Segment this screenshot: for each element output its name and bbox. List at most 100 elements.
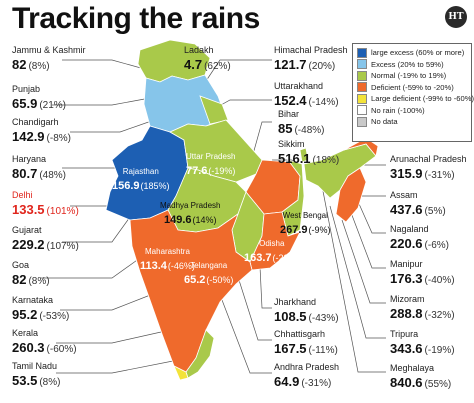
state-name: Tamil Nadu	[12, 361, 58, 371]
state-name: Ladakh	[184, 45, 214, 55]
departure-pct: (-50%)	[206, 275, 234, 285]
leader-line	[329, 205, 386, 339]
leader-line	[62, 59, 149, 71]
departure-pct: (-9%)	[308, 225, 331, 235]
state-name: Madhya Pradesh	[160, 201, 221, 210]
rainfall-value: 149.6	[163, 214, 192, 226]
rainfall-value: 156.9	[112, 180, 140, 192]
legend-label: No rain (-100%)	[371, 105, 425, 115]
state-kerala	[173, 365, 189, 381]
departure-pct: (-60%)	[46, 344, 77, 355]
rainfall-value: 65.9	[12, 96, 38, 111]
rainfall-value: 288.8	[390, 306, 423, 321]
departure-pct: (-14%)	[308, 97, 339, 108]
legend-swatch	[357, 59, 367, 70]
label-assam: Assam 437.6 (5%)	[390, 191, 446, 218]
departure-pct: (-40%)	[424, 275, 455, 286]
state-name: Chhattisgarh	[274, 329, 326, 339]
ht-logo: HT	[445, 6, 467, 28]
leader-line	[341, 219, 386, 304]
state-name: Odisha	[259, 239, 285, 248]
departure-pct: (-53%)	[39, 311, 70, 322]
rainfall-value: 163.7	[244, 252, 272, 264]
label-punjab: Punjab 65.9 (21%)	[12, 85, 66, 112]
departure-pct: (14%)	[192, 215, 217, 225]
departure-pct: (-46%)	[167, 261, 195, 271]
state-name: Haryana	[12, 154, 47, 164]
rainfall-value: 108.5	[274, 309, 307, 324]
label-andhra-pradesh: Andhra Pradesh 64.9 (-31%)	[274, 363, 339, 390]
departure-pct: (107%)	[46, 241, 79, 252]
departure-pct: (-8%)	[46, 133, 71, 144]
legend-label: Excess (20% to 59%)	[371, 59, 444, 69]
rainfall-value: 85	[278, 121, 293, 136]
state-name: Jharkhand	[274, 297, 317, 307]
rainfall-value: 152.4	[274, 93, 307, 108]
label-jammu-kashmir: Jammu & Kashmir 82 (8%)	[12, 46, 86, 73]
label-arunachal-pradesh: Arunachal Pradesh 315.9 (-31%)	[390, 155, 467, 182]
leader-line	[62, 209, 136, 243]
state-name: Jammu & Kashmir	[12, 45, 86, 55]
rainfall-value: 4.7	[184, 57, 203, 72]
state-name: Maharashtra	[145, 247, 190, 256]
departure-pct: (-22%)	[272, 253, 300, 263]
leader-line	[56, 329, 171, 344]
rainfall-value: 516.1	[278, 151, 311, 166]
leader-line	[52, 97, 151, 106]
state-manipur-mizoram-tripura	[335, 167, 367, 223]
leader-line	[70, 117, 161, 133]
legend-swatch	[357, 116, 367, 127]
leader-line	[231, 257, 272, 341]
legend: large excess (60% or more) Excess (20% t…	[352, 43, 474, 142]
departure-pct: (8%)	[39, 377, 61, 388]
label-haryana: Haryana 80.7 (48%)	[12, 155, 66, 182]
map-title: Tracking the rains	[12, 2, 260, 35]
rainfall-value: 95.2	[12, 307, 38, 322]
state-sikkim	[299, 147, 309, 163]
legend-swatch	[357, 93, 367, 104]
departure-pct: (-31%)	[424, 170, 455, 181]
state-name: Karnataka	[12, 295, 54, 305]
label-odisha: Odisha 163.7(-22%)	[244, 240, 300, 265]
state-name: Himachal Pradesh	[274, 45, 348, 55]
legend-label: No data	[371, 117, 398, 127]
leader-lines	[40, 50, 386, 374]
state-name: Punjab	[12, 84, 41, 94]
state-name: Arunachal Pradesh	[390, 154, 467, 164]
rainfall-value: 121.7	[274, 57, 307, 72]
legend-label: large excess (60% or more)	[371, 48, 465, 58]
label-maharashtra: Maharashtra 113.4(-46%)	[140, 248, 195, 273]
legend-item: Excess (20% to 59%)	[357, 59, 469, 71]
departure-pct: (-19%)	[424, 345, 455, 356]
departure-pct: (-32%)	[424, 310, 455, 321]
state-name: Chandigarh	[12, 117, 59, 127]
state-name: Telangana	[190, 261, 228, 270]
departure-pct: (-31%)	[301, 378, 332, 389]
label-uttar-pradesh: Uttar Pradesh 77.6(-19%)	[186, 153, 235, 178]
departure-pct: (-19%)	[208, 166, 236, 176]
label-meghalaya: Meghalaya 840.6 (55%)	[390, 364, 451, 391]
rainfall-value: 113.4	[140, 260, 167, 272]
legend-label: Deficient (-59% to -20%)	[371, 82, 454, 92]
legend-item: No rain (-100%)	[357, 105, 469, 117]
state-name: Bihar	[278, 109, 300, 119]
label-himachal-pradesh: Himachal Pradesh 121.7 (20%)	[274, 46, 348, 73]
rainfall-value: 64.9	[274, 374, 300, 389]
departure-pct: (101%)	[46, 206, 79, 217]
leader-line	[60, 291, 159, 311]
rainfall-value: 53.5	[12, 373, 38, 388]
rainfall-value: 167.5	[274, 341, 307, 356]
label-telangana: Telangana 65.2(-50%)	[184, 262, 233, 287]
rainfall-value: 267.9	[280, 224, 308, 236]
state-name: West Bengal	[282, 211, 328, 220]
label-ladakh: Ladakh 4.7 (62%)	[184, 46, 231, 73]
departure-pct: (8%)	[28, 61, 50, 72]
label-goa: Goa 82 (8%)	[12, 261, 50, 288]
label-jharkhand: Jharkhand 108.5 (-43%)	[274, 298, 339, 325]
legend-label: Normal (-19% to 19%)	[371, 71, 447, 81]
legend-item: Normal (-19% to 19%)	[357, 70, 469, 82]
departure-pct: (185%)	[140, 181, 170, 191]
rainfall-value: 343.6	[390, 341, 423, 356]
label-uttarakhand: Uttarakhand 152.4 (-14%)	[274, 82, 339, 109]
